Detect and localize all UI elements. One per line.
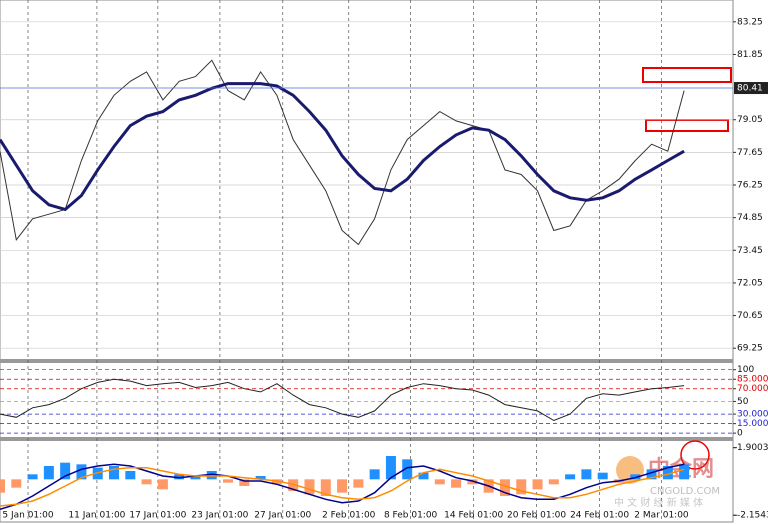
histogram-bar <box>565 474 576 480</box>
x-tick-label: 2 Mar 01:00 <box>634 511 689 521</box>
x-tick-label: 17 Jan 01:00 <box>129 511 186 521</box>
y-tick-label: 83.25 <box>737 17 763 27</box>
y-tick-label: 70.65 <box>737 311 763 321</box>
highlight-circle <box>680 440 710 470</box>
y-tick-label: 77.65 <box>737 148 763 158</box>
histogram-bar <box>353 479 364 488</box>
histogram-bar <box>451 479 462 488</box>
histogram-bar <box>11 479 22 488</box>
x-tick-label: 5 Jan 01:00 <box>2 511 54 521</box>
y-tick-label: 74.85 <box>737 213 763 223</box>
histogram-bar <box>532 479 543 490</box>
y-tick-label: 79.05 <box>737 115 763 125</box>
histogram-bar <box>109 466 120 480</box>
histogram-bar <box>157 479 168 490</box>
histogram-bar <box>418 472 429 480</box>
histogram-bar <box>0 479 5 493</box>
y-tick-label: 50 <box>737 397 749 407</box>
histogram-bar <box>288 479 299 491</box>
histogram-bar <box>255 476 266 480</box>
y-tick-label: 73.45 <box>737 246 763 256</box>
x-tick-label: 24 Feb 01:00 <box>570 511 629 521</box>
histogram-bar <box>76 464 87 480</box>
last-price-label: 80.41 <box>737 84 763 94</box>
watermark-site: CNGOLD.COM <box>650 486 720 497</box>
plot-frame <box>0 0 734 523</box>
histogram-bar <box>271 479 282 485</box>
series-line <box>0 378 685 422</box>
y-tick-label: 100 <box>737 365 754 375</box>
series-line <box>0 59 685 246</box>
histogram-bar <box>646 469 657 480</box>
histogram-bar <box>141 479 152 485</box>
last-price-box <box>734 82 768 95</box>
histogram-bar <box>434 479 445 485</box>
histogram-bar <box>190 476 201 480</box>
histogram-bar <box>43 466 54 480</box>
series-line <box>0 466 685 507</box>
histogram-bar <box>60 462 71 480</box>
histogram-bar <box>499 479 510 496</box>
histogram-bar <box>548 479 559 485</box>
histogram-bar <box>385 456 396 480</box>
histogram-bar <box>467 479 478 485</box>
histogram-bar <box>125 471 136 480</box>
y-tick-label: 81.85 <box>737 50 763 60</box>
y-tick-label: 1.9003 <box>737 443 768 453</box>
x-tick-label: 23 Jan 01:00 <box>191 511 248 521</box>
series-line <box>0 463 685 511</box>
x-tick-label: 14 Feb 01:00 <box>444 511 503 521</box>
x-tick-label: 8 Feb 01:00 <box>384 511 438 521</box>
histogram-bar <box>337 479 348 493</box>
histogram-bar <box>206 471 217 480</box>
histogram-bar <box>320 479 331 496</box>
histogram-bar <box>597 472 608 480</box>
panel-separator <box>0 359 733 363</box>
histogram-bar <box>369 469 380 480</box>
x-tick-label: 11 Jan 01:00 <box>68 511 125 521</box>
x-tick-label: 2 Feb 01:00 <box>322 511 376 521</box>
histogram-bar <box>27 474 38 480</box>
highlight-box <box>642 67 732 83</box>
y-tick-label: 76.25 <box>737 181 763 191</box>
histogram-bar <box>630 474 641 480</box>
histogram-bar <box>239 479 250 486</box>
histogram-bar <box>223 479 234 483</box>
histogram-bar <box>679 464 690 480</box>
histogram-bar <box>516 479 527 495</box>
series-line <box>0 82 685 212</box>
histogram-bar <box>174 474 185 480</box>
y-tick-label: 72.05 <box>737 278 763 288</box>
y-tick-label: 69.25 <box>737 344 763 354</box>
y-tick-label: -2.1543 <box>737 511 768 521</box>
histogram-bar <box>662 466 673 480</box>
histogram-bar <box>581 469 592 480</box>
x-tick-label: 20 Feb 01:00 <box>507 511 566 521</box>
watermark-slogan: 中 文 财 经 新 媒 体 <box>614 496 703 509</box>
histogram-bar <box>92 467 103 480</box>
x-tick-label: 27 Jan 01:00 <box>254 511 311 521</box>
histogram-bar <box>304 479 315 495</box>
panel-separator <box>0 437 733 441</box>
y-tick-label: 0 <box>737 429 743 439</box>
histogram-bar <box>402 459 413 480</box>
